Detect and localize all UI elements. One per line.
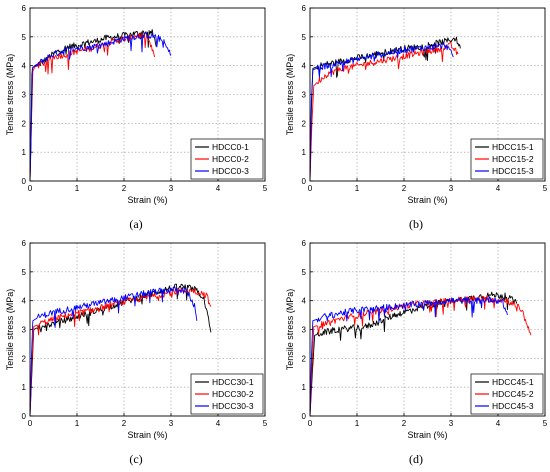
legend-entry: HDCC15-1 xyxy=(492,142,534,152)
y-tick-label: 2 xyxy=(22,354,27,363)
panel-2: 0 1 2 3 4 5 0 1 2 3 4 5 6 Strain (%) Tensile stress (M… xyxy=(285,4,548,231)
legend-entry: HDCC45-3 xyxy=(492,401,534,411)
series-line-3 xyxy=(309,296,508,417)
x-tick-label: 2 xyxy=(402,184,407,193)
x-tick-label: 3 xyxy=(449,184,454,193)
y-tick-label: 4 xyxy=(22,297,27,306)
series-line-3 xyxy=(29,32,172,182)
x-tick-label: 3 xyxy=(169,419,174,428)
legend-entry: HDCC45-2 xyxy=(492,389,534,399)
x-tick-label: 0 xyxy=(28,419,33,428)
series-line-1 xyxy=(29,283,212,417)
x-tick-label: 0 xyxy=(308,184,313,193)
x-tick-label: 0 xyxy=(308,419,313,428)
x-axis-label: Strain (%) xyxy=(407,195,447,205)
panel-caption: (a) xyxy=(129,217,142,231)
panel-caption: (d) xyxy=(409,452,423,466)
x-tick-label: 1 xyxy=(355,419,360,428)
x-tick-label: 1 xyxy=(75,184,80,193)
x-tick-label: 3 xyxy=(449,419,454,428)
y-axis-label: Tensile stress (MPa) xyxy=(285,54,295,136)
y-tick-label: 3 xyxy=(22,326,27,335)
y-tick-label: 6 xyxy=(22,239,27,248)
y-tick-label: 5 xyxy=(22,268,27,277)
panel-1: 0 1 2 3 4 5 0 1 2 3 4 5 6 Strain (%) Tensile stress (M… xyxy=(5,4,268,231)
y-axis-label: Tensile stress (MPa) xyxy=(5,54,15,136)
legend-entry: HDCC15-2 xyxy=(492,154,534,164)
panel-caption: (c) xyxy=(129,452,142,466)
y-tick-label: 2 xyxy=(22,119,27,128)
y-tick-label: 5 xyxy=(302,33,307,42)
legend-entry: HDCC0-1 xyxy=(212,142,249,152)
x-axis-label: Strain (%) xyxy=(407,430,447,440)
y-tick-label: 5 xyxy=(22,33,27,42)
x-tick-label: 5 xyxy=(543,419,548,428)
legend-entry: HDCC15-3 xyxy=(492,166,534,176)
y-tick-label: 4 xyxy=(22,62,27,71)
x-axis-label: Strain (%) xyxy=(127,430,167,440)
y-tick-label: 5 xyxy=(302,268,307,277)
y-axis-label: Tensile stress (MPa) xyxy=(5,289,15,371)
y-tick-label: 0 xyxy=(22,412,27,421)
y-tick-label: 4 xyxy=(302,62,307,71)
x-tick-label: 4 xyxy=(496,184,501,193)
x-tick-label: 0 xyxy=(28,184,33,193)
y-tick-label: 6 xyxy=(22,4,27,13)
x-tick-label: 5 xyxy=(263,419,268,428)
series-line-3 xyxy=(29,286,198,417)
x-tick-label: 2 xyxy=(122,184,127,193)
y-tick-label: 1 xyxy=(22,383,27,392)
y-axis-label: Tensile stress (MPa) xyxy=(285,289,295,371)
panel-3: 0 1 2 3 4 5 0 1 2 3 4 5 6 Strain (%) Tensile stress (M… xyxy=(5,239,268,466)
x-tick-label: 1 xyxy=(75,419,80,428)
series-line-2 xyxy=(29,287,212,417)
series-line-1 xyxy=(309,36,461,182)
y-tick-label: 2 xyxy=(302,354,307,363)
legend-entry: HDCC45-1 xyxy=(492,377,534,387)
y-tick-label: 6 xyxy=(302,239,307,248)
y-tick-label: 1 xyxy=(22,148,27,157)
series-line-3 xyxy=(309,43,454,182)
legend-entry: HDCC0-3 xyxy=(212,166,249,176)
legend-entry: HDCC30-1 xyxy=(212,377,254,387)
legend: HDCC30-1 HDCC30-2 HDCC30-3 xyxy=(190,373,264,415)
x-tick-label: 2 xyxy=(122,419,127,428)
legend-entry: HDCC0-2 xyxy=(212,154,249,164)
panel-4: 0 1 2 3 4 5 0 1 2 3 4 5 6 Strain (%) Tensile stress (M… xyxy=(285,239,548,466)
y-tick-label: 0 xyxy=(302,412,307,421)
x-axis-label: Strain (%) xyxy=(127,195,167,205)
legend: HDCC15-1 HDCC15-2 HDCC15-3 xyxy=(470,138,544,180)
x-tick-label: 5 xyxy=(543,184,548,193)
x-tick-label: 4 xyxy=(496,419,501,428)
y-tick-label: 4 xyxy=(302,297,307,306)
x-tick-label: 2 xyxy=(402,419,407,428)
x-tick-label: 5 xyxy=(263,184,268,193)
y-tick-label: 3 xyxy=(302,326,307,335)
legend-entry: HDCC30-3 xyxy=(212,401,254,411)
y-tick-label: 0 xyxy=(302,177,307,186)
y-tick-label: 3 xyxy=(302,91,307,100)
panel-caption: (b) xyxy=(409,217,423,231)
x-tick-label: 4 xyxy=(216,419,221,428)
y-tick-label: 6 xyxy=(302,4,307,13)
legend-entry: HDCC30-2 xyxy=(212,389,254,399)
x-tick-label: 4 xyxy=(216,184,221,193)
y-tick-label: 0 xyxy=(22,177,27,186)
legend: HDCC45-1 HDCC45-2 HDCC45-3 xyxy=(470,373,544,415)
legend: HDCC0-1 HDCC0-2 HDCC0-3 xyxy=(190,138,264,180)
y-tick-label: 3 xyxy=(22,91,27,100)
y-tick-label: 1 xyxy=(302,383,307,392)
series-line-2 xyxy=(309,42,459,182)
y-tick-label: 1 xyxy=(302,148,307,157)
y-tick-label: 2 xyxy=(302,119,307,128)
x-tick-label: 1 xyxy=(355,184,360,193)
series-line-1 xyxy=(29,29,158,182)
x-tick-label: 3 xyxy=(169,184,174,193)
